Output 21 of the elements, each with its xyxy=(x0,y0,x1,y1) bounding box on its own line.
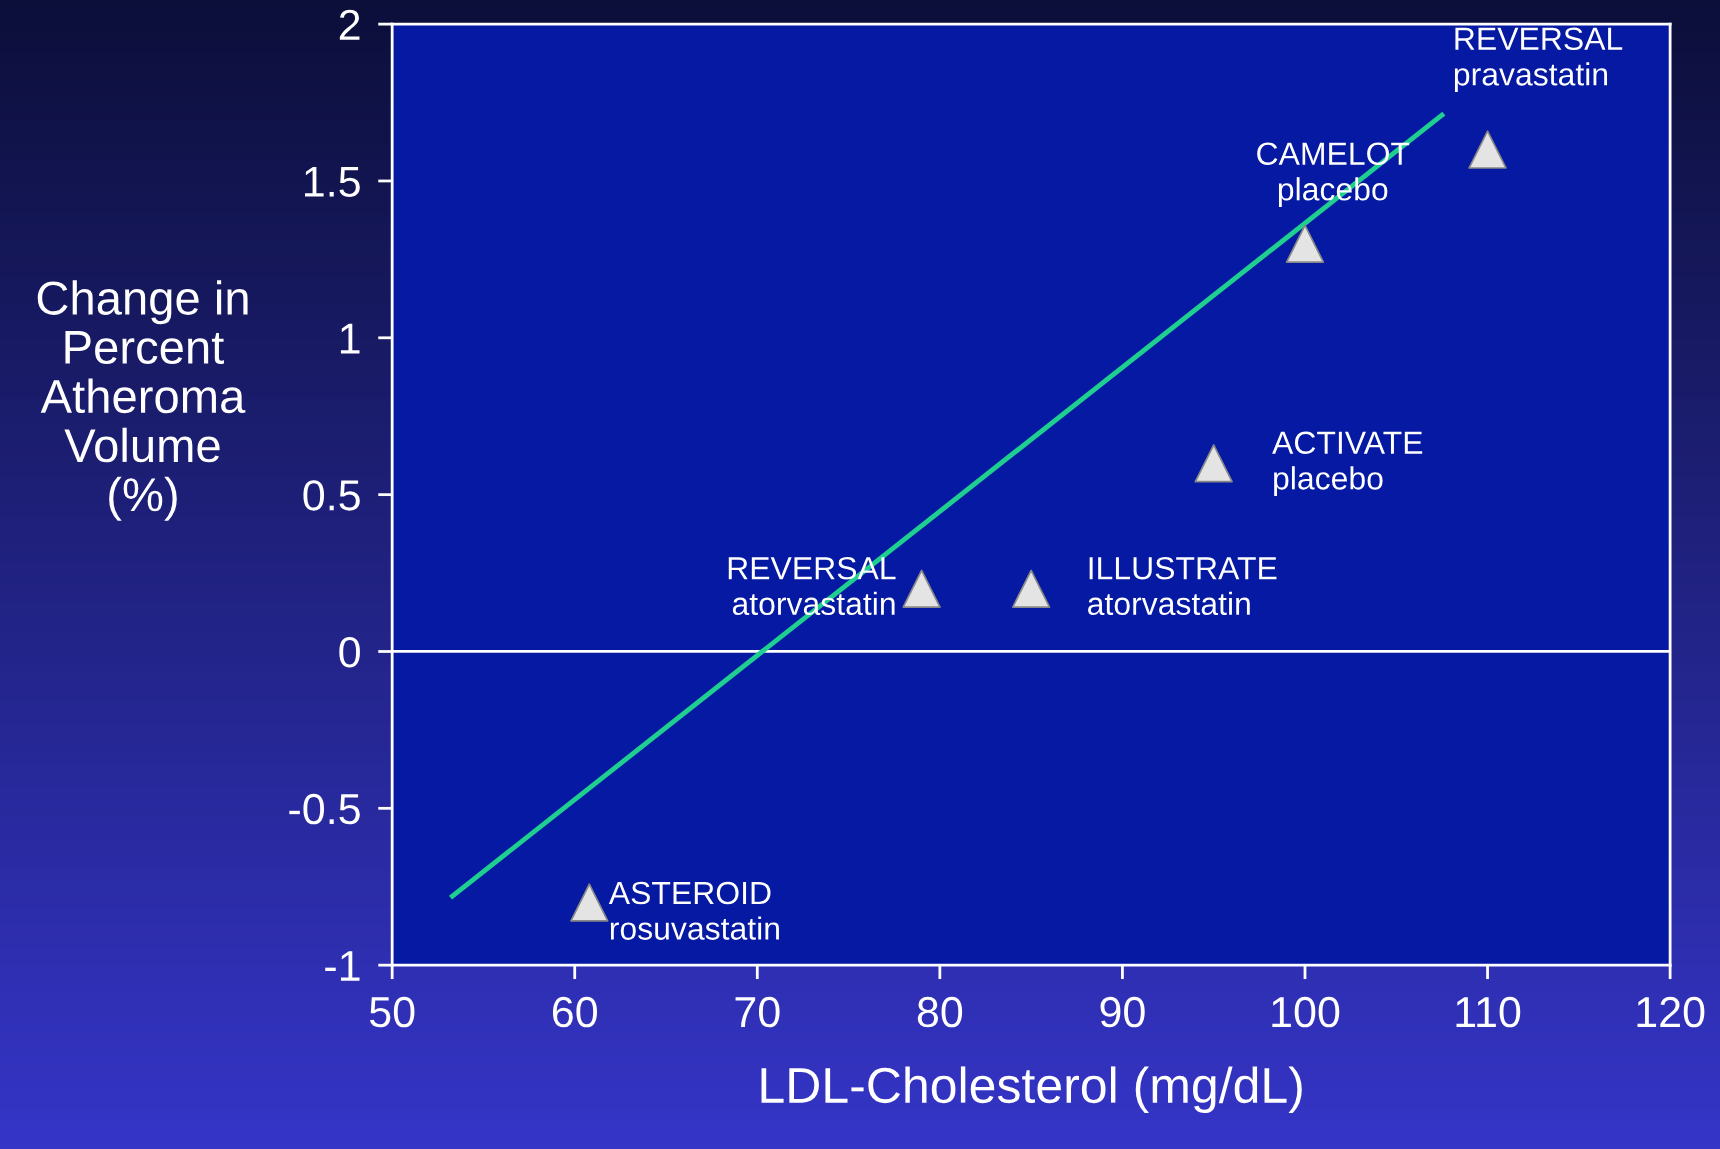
y-tick-label: -0.5 xyxy=(289,793,360,825)
x-tick-label: 120 xyxy=(1637,996,1705,1028)
annotation: ILLUSTRATE atorvastatin xyxy=(1088,556,1277,616)
annotation: ASTEROID rosuvastatin xyxy=(608,881,779,940)
y-tick-label: -1 xyxy=(325,951,360,981)
x-axis-title: LDL-Cholesterol (mg/dL) xyxy=(761,1066,1302,1114)
y-tick-label: 1 xyxy=(340,323,360,354)
x-tick-label: 80 xyxy=(917,996,963,1028)
y-tick-label: 0.5 xyxy=(303,480,360,511)
x-tick-label: 100 xyxy=(1272,996,1340,1028)
annotation: ACTIVATE placebo xyxy=(1272,431,1423,496)
y-axis-title: Change in Percent Atheroma Volume (%) xyxy=(37,280,248,521)
y-tick-label: 1.5 xyxy=(305,166,360,197)
x-tick-label: 110 xyxy=(1456,996,1521,1028)
x-tick-label: 60 xyxy=(552,996,597,1028)
x-tick-label: 90 xyxy=(1100,996,1145,1028)
y-tick-label: 2 xyxy=(339,9,360,40)
x-tick-label: 70 xyxy=(735,996,780,1028)
y-tick-label: 0 xyxy=(339,637,360,668)
x-tick-label: 50 xyxy=(369,996,415,1028)
annotation: REVERSAL pravastatin xyxy=(1454,27,1623,92)
